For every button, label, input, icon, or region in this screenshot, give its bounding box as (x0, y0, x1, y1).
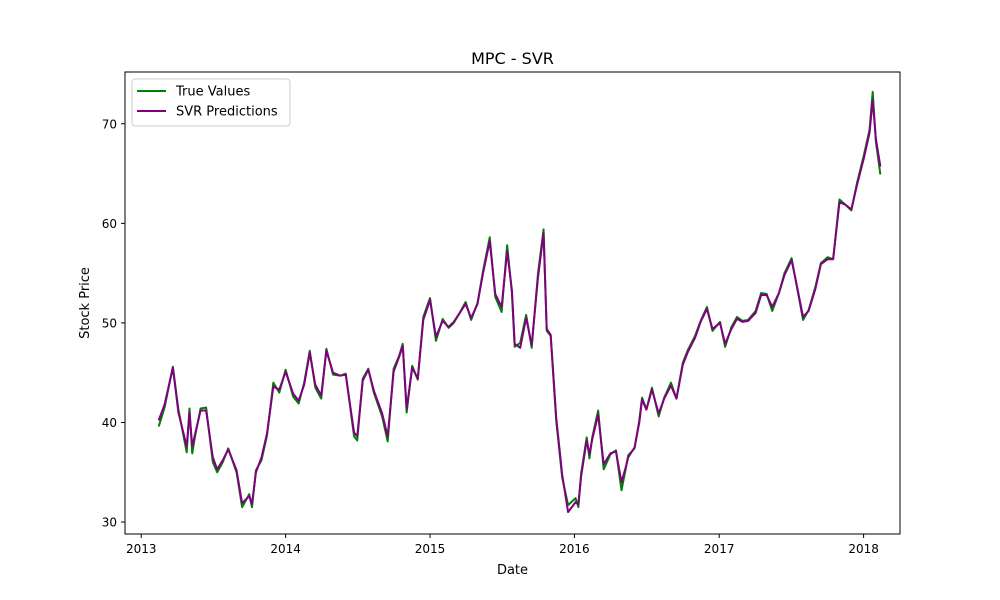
y-tick-label: 60 (102, 217, 117, 231)
x-tick-label: 2014 (270, 542, 301, 556)
x-tick-label: 2016 (559, 542, 590, 556)
x-tick-label: 2017 (704, 542, 735, 556)
y-tick-label: 30 (102, 516, 117, 530)
legend-box (131, 78, 291, 127)
x-axis-label: Date (497, 563, 528, 578)
x-tick-label: 2013 (126, 542, 157, 556)
legend-label-true-values: True Values (175, 85, 250, 100)
legend-label-svr-predictions: SVR Predictions (176, 105, 278, 120)
y-axis: 30 40 50 60 70 (102, 117, 125, 530)
y-tick-label: 70 (102, 117, 117, 131)
y-tick-label: 40 (102, 416, 117, 430)
y-axis-label: Stock Price (78, 267, 93, 339)
x-tick-label: 2015 (415, 542, 446, 556)
series-line-svr-predictions (157, 98, 882, 514)
series-layer (157, 90, 882, 514)
plot-frame (124, 71, 901, 535)
chart-title: MPC - SVR (471, 49, 554, 68)
legend: True Values SVR Predictions (131, 78, 291, 127)
x-axis: 2013 2014 2015 2016 2017 2018 (126, 534, 879, 556)
y-tick-label: 50 (102, 316, 117, 330)
x-tick-label: 2018 (848, 542, 879, 556)
